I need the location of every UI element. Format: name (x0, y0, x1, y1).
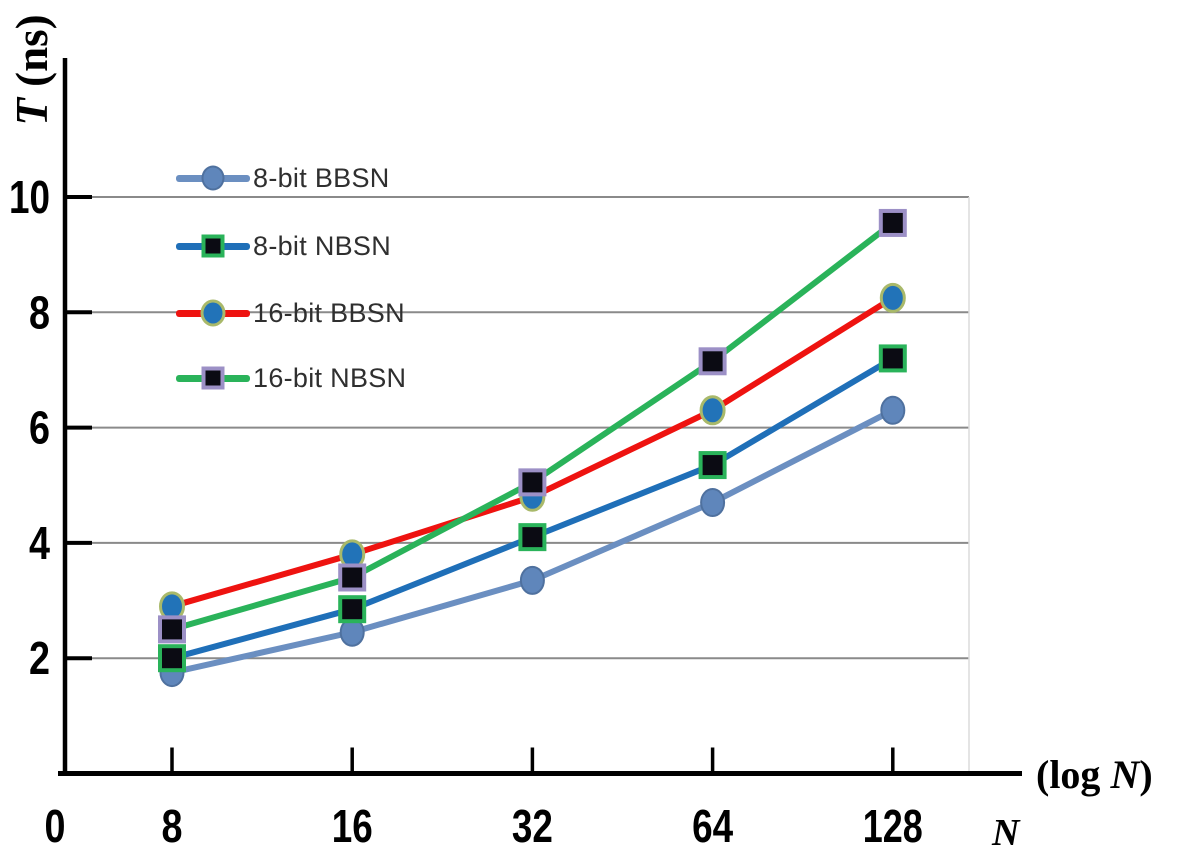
legend-sample-8-bit-bbsn (176, 162, 250, 194)
y-tick-label-2: 2 (29, 632, 50, 684)
legend-sample-8-bit-nbsn (176, 230, 250, 262)
data-point-16-bit-bbsn-64 (699, 395, 726, 426)
legend-label-16-bit-nbsn: 16-bit NBSN (253, 363, 407, 393)
data-point-16-bit-nbsn-16 (338, 563, 367, 592)
data-point-16-bit-nbsn-8 (158, 615, 186, 644)
x-axis-title-pre: (log (1036, 752, 1111, 797)
x-tick-label-8: 8 (162, 800, 183, 852)
x-tick-label-128: 128 (863, 800, 923, 852)
legend-marker-circle-icon (201, 165, 225, 191)
legend-sample-16-bit-nbsn (176, 362, 250, 394)
legend-item-8-bit-bbsn: 8-bit BBSN (176, 162, 390, 194)
y-tick-label-8: 8 (29, 286, 50, 338)
legend-item-16-bit-bbsn: 16-bit BBSN (176, 297, 405, 329)
legend-label-8-bit-bbsn: 8-bit BBSN (253, 163, 390, 193)
legend-item-16-bit-nbsn: 16-bit NBSN (176, 362, 406, 394)
legend-label-16-bit-bbsn: 16-bit BBSN (253, 298, 405, 328)
x-axis-title-n: N (992, 812, 1020, 854)
data-point-16-bit-nbsn-32 (518, 468, 547, 497)
data-point-16-bit-bbsn-128 (879, 282, 906, 313)
x-tick-label-32: 32 (512, 800, 553, 852)
x-tick-label-64: 64 (692, 800, 733, 852)
x-axis-title-var: N (1110, 752, 1140, 797)
legend-marker-circle-icon (200, 299, 226, 327)
legend-marker-square-icon (201, 234, 225, 258)
data-point-8-bit-bbsn-128 (880, 395, 906, 425)
legend-label-8-bit-nbsn: 8-bit NBSN (253, 231, 392, 261)
data-point-8-bit-nbsn-128 (878, 344, 907, 373)
x-tick-label-16: 16 (332, 800, 373, 852)
data-point-8-bit-nbsn-32 (518, 523, 547, 552)
x-axis-title-post: ) (1139, 752, 1153, 797)
x-origin-label: 0 (45, 800, 66, 852)
data-point-8-bit-bbsn-64 (700, 488, 726, 518)
y-tick-label-10: 10 (9, 171, 50, 223)
data-point-8-bit-nbsn-64 (698, 451, 727, 480)
y-tick-label-4: 4 (29, 517, 50, 569)
legend-marker-square-icon (201, 366, 225, 390)
data-point-8-bit-nbsn-16 (338, 595, 367, 624)
data-point-16-bit-nbsn-64 (698, 347, 727, 376)
legend-sample-16-bit-bbsn (176, 297, 250, 329)
x-axis-title-logn: (log N) (1036, 752, 1153, 798)
y-tick-label-6: 6 (29, 402, 50, 454)
data-point-16-bit-nbsn-128 (878, 208, 907, 237)
data-point-8-bit-bbsn-32 (519, 565, 545, 595)
legend-item-8-bit-nbsn: 8-bit NBSN (176, 230, 391, 262)
data-point-8-bit-nbsn-8 (158, 644, 186, 673)
